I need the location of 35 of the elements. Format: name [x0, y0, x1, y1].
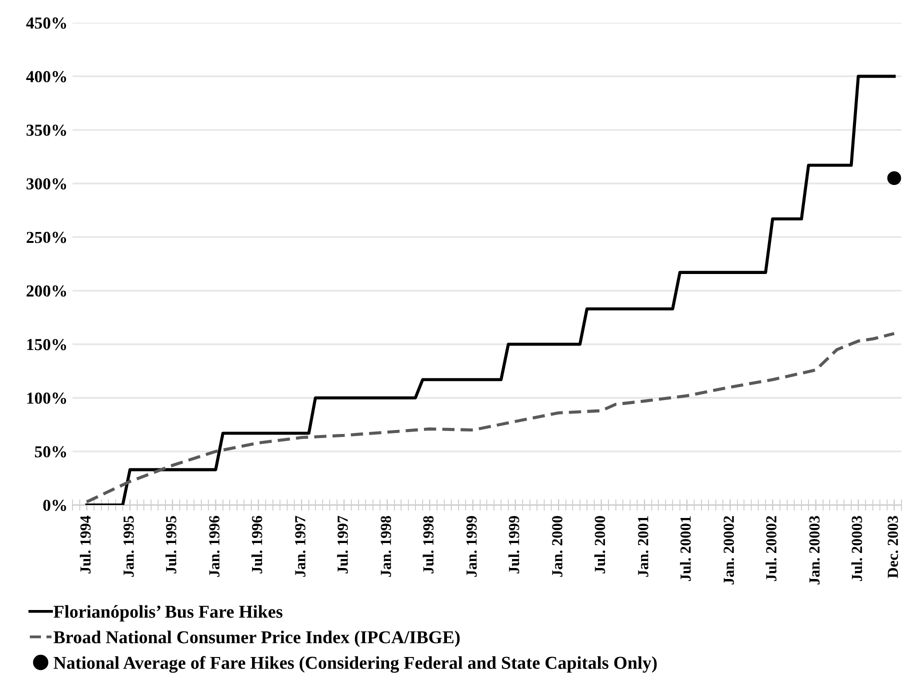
- y-tick-label: 0%: [43, 500, 66, 512]
- x-tick-label: Jan. 1999: [466, 516, 477, 577]
- x-tick-label: Jul. 1998: [422, 516, 434, 574]
- line-series: [85, 332, 896, 504]
- y-tick-label: 450%: [26, 17, 66, 29]
- x-tick-label: Jul. 1995: [166, 516, 176, 574]
- y-tick-label: 250%: [26, 232, 66, 244]
- x-tick-label: Jan. 1996: [209, 516, 220, 577]
- x-tick-label: Jan. 1995: [124, 516, 134, 577]
- x-tick-label: Jan. 2001: [638, 516, 648, 577]
- x-tick-label: Dec. 2003: [888, 516, 898, 578]
- x-tick-label: Jul. 2000: [594, 516, 606, 574]
- y-tick-label: 350%: [26, 124, 66, 136]
- x-tick-label: Jul. 20001: [680, 516, 691, 581]
- y-tick-label: 150%: [27, 338, 66, 350]
- x-tick-label: Jul. 1997: [337, 516, 348, 574]
- y-tick-label: 300%: [26, 178, 66, 190]
- x-tick-label: Jul. 20003: [851, 516, 862, 581]
- y-tick-label: 50%: [34, 446, 66, 458]
- y-tick-label: 400%: [26, 71, 66, 82]
- x-tick-label: Jul. 20002: [766, 516, 777, 581]
- legend-label: Broad National Consumer Price Index (IPCA/IBGE): [54, 630, 460, 648]
- y-tick-label: 200%: [26, 285, 66, 297]
- x-tick-label: Jan. 20002: [724, 516, 734, 584]
- line-series: [85, 74, 896, 506]
- x-tick-label: Jan. 1997: [295, 516, 306, 577]
- x-tick-label: Jan. 1998: [380, 516, 392, 577]
- x-tick-label: Jan. 20003: [809, 516, 820, 584]
- x-tick-label: Jul. 1996: [251, 516, 262, 574]
- x-tick-label: Jan. 2000: [552, 516, 562, 577]
- y-tick-label: 100%: [27, 392, 66, 404]
- legend-label: Florianópolis’ Bus Fare Hikes: [54, 605, 282, 622]
- x-tick-label: Jul. 1994: [80, 516, 91, 574]
- legend-label: National Average of Fare Hikes (Considering Federal and State Capitals Only): [54, 656, 657, 673]
- x-tick-label: Jul. 1999: [508, 516, 520, 574]
